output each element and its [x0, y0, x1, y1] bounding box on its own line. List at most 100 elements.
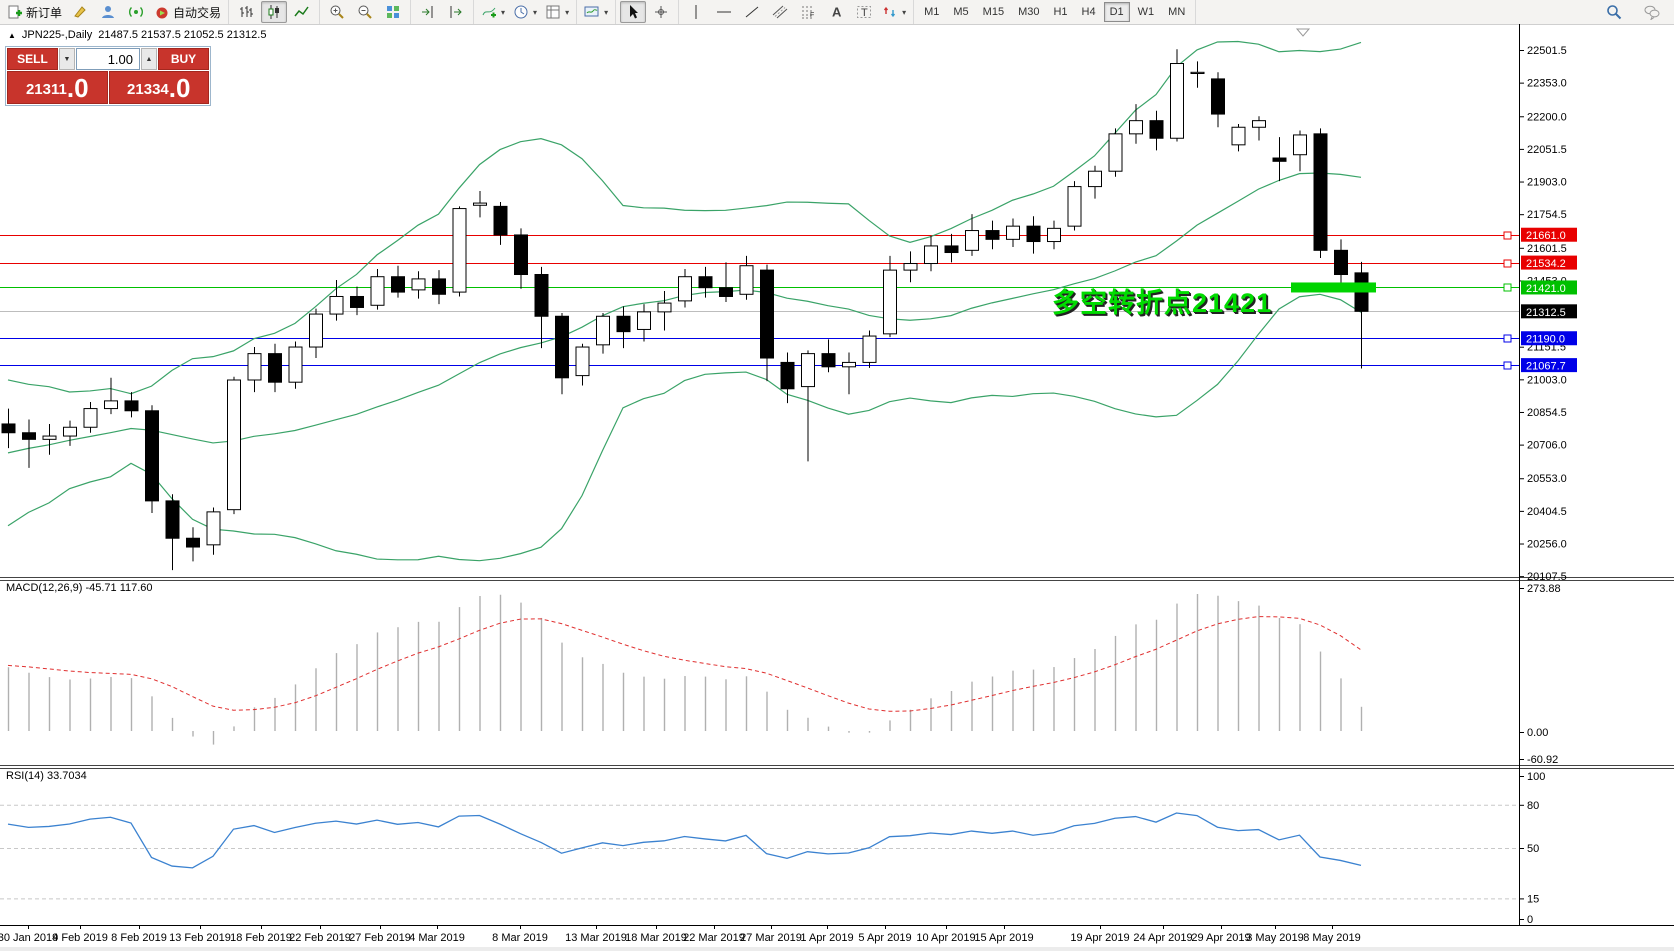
chart-shift-button[interactable]	[443, 1, 469, 23]
toolbar-group-objects: F A T ▾	[679, 0, 915, 24]
rsi-axis-label: 15	[1527, 893, 1539, 905]
hline-anchor	[1503, 283, 1512, 292]
channel-button[interactable]	[767, 1, 793, 23]
price-line-label-bg	[1521, 255, 1577, 270]
chat-button[interactable]	[1639, 1, 1665, 23]
macd-axis-label: 0.00	[1527, 727, 1548, 739]
bollinger-lower	[7, 293, 1362, 562]
search-button[interactable]	[1601, 1, 1627, 23]
price-axis-label: 22501.5	[1527, 45, 1567, 57]
symbols-button[interactable]: ▾	[581, 1, 611, 23]
timeframe-m5-button[interactable]: M5	[953, 6, 969, 18]
profile-icon	[102, 6, 115, 18]
zoom-in-button[interactable]	[324, 1, 350, 23]
templates-button[interactable]: ▾	[542, 1, 572, 23]
line-chart-button[interactable]	[289, 1, 315, 23]
candlestick-chart-button[interactable]	[261, 1, 288, 23]
candle-body	[145, 410, 159, 502]
auto-trading-label: 自动交易	[173, 5, 222, 20]
symbols-icon	[584, 6, 599, 17]
hline-anchor	[1503, 259, 1512, 268]
volume-down-button[interactable]: ▼	[59, 48, 75, 70]
svg-text:F: F	[810, 12, 814, 19]
date-axis-label: 22 Feb 2019	[289, 932, 351, 944]
collapse-triangle-icon[interactable]: ▲	[8, 30, 16, 40]
timeframe-d1-button[interactable]: D1	[1103, 2, 1130, 22]
candles	[1, 49, 1369, 571]
candle-body	[83, 408, 98, 428]
date-axis-label: 8 Mar 2019	[492, 932, 548, 944]
arrows-button[interactable]: ▾	[879, 1, 909, 23]
price-axis-label: 22353.0	[1527, 78, 1567, 90]
candle-body	[1334, 249, 1348, 276]
timeframe-mn-button[interactable]: MN	[1168, 6, 1186, 18]
candle-body	[739, 265, 754, 295]
search-icon	[1607, 5, 1622, 20]
chart-shift-marker	[1295, 28, 1311, 37]
chevron-down-icon: ▾	[533, 7, 538, 17]
bar-chart-button[interactable]	[233, 1, 259, 23]
new-order-button[interactable]: 新订单	[4, 1, 65, 23]
trendline-button[interactable]	[739, 1, 765, 23]
candle-body	[268, 353, 282, 383]
fibonacci-button[interactable]: F	[795, 1, 821, 23]
volume-input[interactable]	[76, 48, 140, 70]
zoom-out-button[interactable]	[352, 1, 378, 23]
crosshair-button[interactable]	[648, 1, 674, 23]
timeframe-m15-button[interactable]: M15	[982, 6, 1005, 18]
tile-windows-button[interactable]	[380, 1, 406, 23]
cursor-icon	[630, 5, 639, 19]
rsi-axis-label: 0	[1527, 914, 1533, 926]
candle-body	[1088, 170, 1102, 188]
periods-button[interactable]: ▾	[510, 1, 540, 23]
date-axis-label: 18 Feb 2019	[230, 932, 292, 944]
toolbar: 新订单 自动交易 ▾ ▾ ▾ ▾ F A T ▾ M1 M5 M15 M30 H1 H4 D1 W1 MN	[0, 0, 1674, 25]
buy-button[interactable]: BUY	[158, 48, 209, 70]
chart-shift-icon	[450, 6, 462, 18]
profile-button[interactable]	[95, 1, 121, 23]
price-axis-label: 20107.5	[1527, 571, 1567, 583]
tile-windows-icon	[387, 6, 400, 18]
price-axis-label: 22051.5	[1527, 144, 1567, 156]
indicators-icon	[482, 7, 497, 18]
date-axis-label: 13 Mar 2019	[565, 932, 627, 944]
signal-button[interactable]	[123, 1, 149, 23]
date-axis-label: 29 Apr 2019	[1191, 932, 1250, 944]
sell-price-main: 21311	[25, 81, 67, 98]
candle-body	[432, 278, 446, 295]
horizontal-line-button[interactable]	[711, 1, 737, 23]
crosshair-icon	[655, 6, 668, 18]
timeframe-m30-button[interactable]: M30	[1018, 6, 1040, 18]
volume-up-button[interactable]: ▲	[141, 48, 157, 70]
timeframe-h4-button[interactable]: H4	[1081, 6, 1096, 18]
timeframe-h1-button[interactable]: H1	[1053, 6, 1068, 18]
candle-body	[1108, 133, 1123, 172]
sell-button[interactable]: SELL	[7, 48, 58, 70]
candle-body	[370, 276, 385, 306]
auto-scroll-button[interactable]	[415, 1, 441, 23]
candle-body	[104, 400, 118, 410]
crayon-button[interactable]	[67, 1, 93, 23]
indicators-button[interactable]: ▾	[478, 1, 508, 23]
sell-price-decimal: .0	[66, 73, 89, 103]
chevron-down-icon: ▾	[501, 7, 506, 17]
turning-point-highlight-bar	[1291, 282, 1376, 293]
timeframe-w1-button[interactable]: W1	[1137, 6, 1155, 18]
label-button[interactable]: T	[851, 1, 877, 23]
candle-body	[924, 245, 938, 265]
templates-icon	[546, 5, 560, 19]
zoom-out-icon	[358, 5, 372, 19]
candle-body	[1211, 78, 1225, 115]
text-button[interactable]: A	[823, 1, 849, 23]
buy-price[interactable]: 21334 .0	[108, 71, 209, 104]
periods-icon	[514, 5, 528, 19]
timeframe-m1-button[interactable]: M1	[924, 6, 940, 18]
sell-price[interactable]: 21311 .0	[7, 71, 108, 104]
cursor-button[interactable]	[620, 1, 647, 23]
fibonacci-icon: F	[802, 6, 814, 19]
toolbar-group-scroll	[411, 0, 475, 24]
auto-trading-button[interactable]: 自动交易	[151, 1, 224, 23]
vertical-line-button[interactable]	[683, 1, 709, 23]
candle-body	[903, 263, 918, 271]
